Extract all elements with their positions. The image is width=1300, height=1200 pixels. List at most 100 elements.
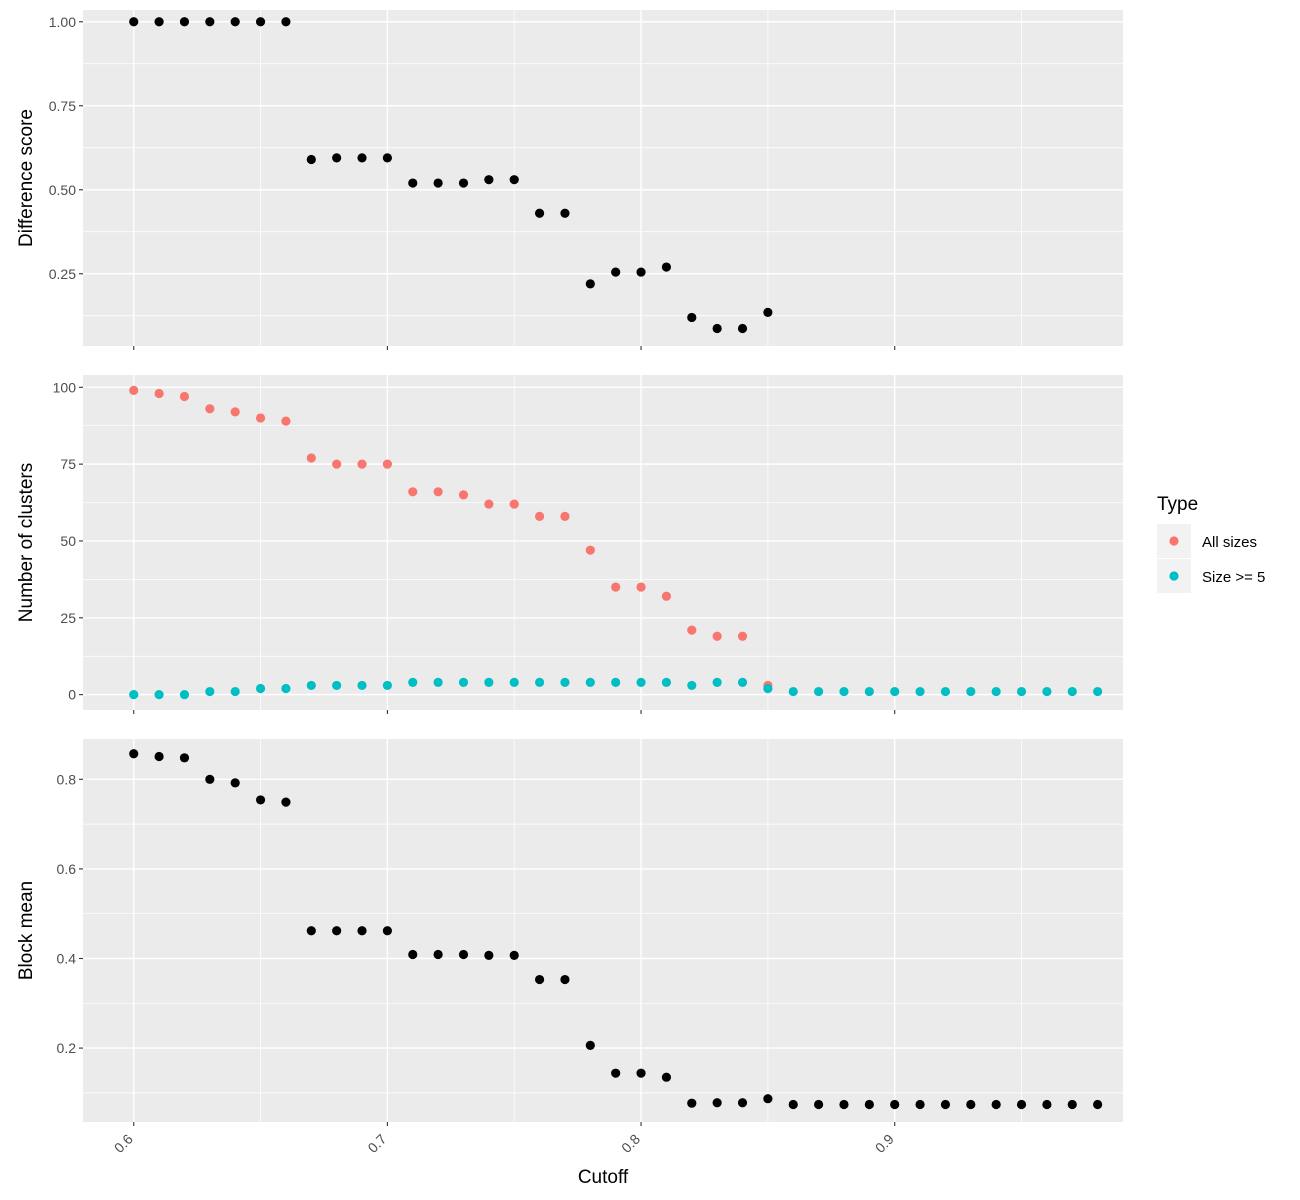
data-point <box>230 778 240 788</box>
data-point <box>737 1098 748 1108</box>
data-point <box>611 677 621 687</box>
y-tick-label: 0.50 <box>49 182 76 198</box>
series-points <box>129 677 1103 700</box>
y-tick-label: 1.00 <box>49 14 76 30</box>
data-point <box>712 677 722 687</box>
data-point <box>433 487 443 497</box>
y-tick-label: 0.75 <box>49 98 76 114</box>
panel-background <box>83 375 1123 710</box>
data-point <box>966 1099 976 1110</box>
y-tick-label: 0 <box>68 687 76 703</box>
data-point <box>281 416 291 426</box>
data-point <box>1016 686 1027 697</box>
data-point <box>636 677 646 687</box>
data-point <box>788 1099 798 1110</box>
data-point <box>890 686 900 697</box>
data-point <box>129 690 139 700</box>
data-point <box>255 413 266 423</box>
data-point <box>179 690 190 700</box>
legend: Type All sizes Size >= 5 <box>1157 494 1265 593</box>
data-point <box>357 459 367 469</box>
data-point <box>661 262 672 272</box>
legend-key-point <box>1169 536 1179 546</box>
data-point <box>915 1099 925 1110</box>
data-point <box>1067 686 1077 697</box>
y-tick-label: 100 <box>53 379 77 395</box>
data-point <box>458 949 469 960</box>
data-point <box>560 511 570 521</box>
data-point <box>534 511 545 521</box>
data-point <box>940 1099 951 1110</box>
data-point <box>940 686 951 697</box>
panel-2: 0 25 50 75 100 Number of clusters <box>16 375 1123 714</box>
data-point <box>585 545 595 555</box>
data-point <box>509 499 519 509</box>
panel-1: 0.25 0.50 0.75 1.00 Difference score <box>16 10 1123 350</box>
y-tick-label: 0.8 <box>57 771 77 787</box>
data-point <box>560 677 570 687</box>
y-tick-label: 50 <box>60 533 76 549</box>
data-point <box>712 1098 722 1108</box>
data-point <box>382 926 392 936</box>
data-point <box>484 499 494 509</box>
data-point <box>154 690 164 700</box>
data-point <box>763 683 773 694</box>
data-point <box>991 1099 1001 1110</box>
data-point <box>839 686 849 697</box>
data-point <box>484 950 494 960</box>
x-tick-label: 0.8 <box>618 1131 643 1156</box>
x-tick-label: 0.9 <box>872 1131 897 1156</box>
data-point <box>205 404 215 414</box>
y-axis-title: Block mean <box>16 881 37 980</box>
data-point <box>433 178 443 188</box>
x-tick-label: 0.6 <box>111 1131 136 1156</box>
data-point <box>332 680 342 691</box>
data-point <box>332 153 342 163</box>
data-point <box>839 1099 849 1110</box>
data-point <box>179 391 190 402</box>
data-point <box>255 17 266 27</box>
data-point <box>357 926 367 936</box>
data-point <box>585 279 595 289</box>
data-point <box>408 677 418 687</box>
data-point <box>129 17 139 27</box>
data-point <box>1093 686 1103 697</box>
y-tick-label: 0.4 <box>57 950 77 966</box>
data-point <box>712 631 722 641</box>
data-point <box>382 153 392 163</box>
data-point <box>1093 1099 1103 1110</box>
data-point <box>154 751 164 762</box>
data-point <box>509 175 519 185</box>
legend-label: Size >= 5 <box>1202 569 1265 586</box>
y-axis-title: Number of clusters <box>16 463 37 622</box>
data-point <box>1016 1099 1027 1110</box>
data-point <box>737 677 748 687</box>
data-point <box>205 686 215 697</box>
data-point <box>915 686 925 697</box>
data-point <box>661 677 672 687</box>
data-point <box>458 490 469 500</box>
data-point <box>458 677 469 687</box>
series-points <box>129 385 773 691</box>
data-point <box>306 453 316 463</box>
data-point <box>433 949 443 960</box>
data-point <box>408 178 418 188</box>
data-point <box>737 323 748 334</box>
data-point <box>864 1099 874 1110</box>
data-point <box>129 385 139 395</box>
data-point <box>332 459 342 469</box>
data-point <box>611 582 621 592</box>
data-point <box>661 1072 672 1082</box>
data-point <box>230 686 240 697</box>
legend-label: All sizes <box>1202 534 1257 551</box>
data-point <box>382 459 392 469</box>
data-point <box>281 797 291 807</box>
data-point <box>306 926 316 936</box>
data-point <box>585 1040 595 1050</box>
data-point <box>332 926 342 936</box>
panel-3: 0.2 0.4 0.6 0.8 Block mean <box>16 739 1123 1126</box>
data-point <box>255 683 266 694</box>
series-points <box>129 749 1103 1110</box>
legend-key-point <box>1169 571 1179 581</box>
data-point <box>560 208 570 218</box>
